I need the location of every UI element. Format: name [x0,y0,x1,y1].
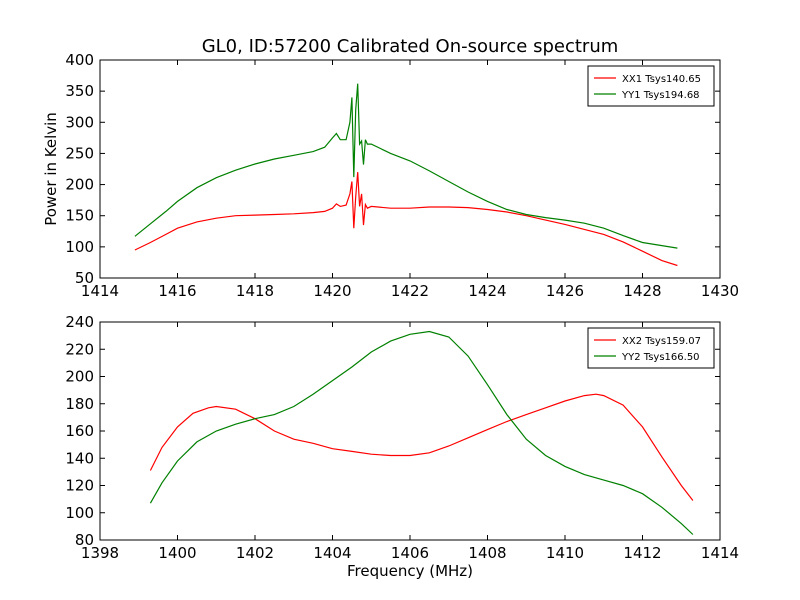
y-tick-label: 200 [65,368,94,386]
x-tick-label: 1424 [468,282,506,300]
figure-title: GL0, ID:57200 Calibrated On-source spect… [202,36,619,57]
y-tick-label: 100 [65,238,94,256]
x-tick-label: 1414 [81,282,119,300]
y-tick-label: 220 [65,340,94,358]
x-tick-label: 1422 [391,282,429,300]
legend-label: XX2 Tsys159.07 [622,336,701,347]
y-axis-title: Power in Kelvin [42,112,60,226]
x-tick-label: 1414 [701,544,739,562]
x-tick-label: 1418 [236,282,274,300]
y-tick-label: 160 [65,422,94,440]
y-tick-label: 350 [65,82,94,100]
y-tick-label: 200 [65,176,94,194]
y-tick-label: 100 [65,504,94,522]
y-tick-label: 250 [65,144,94,162]
x-tick-label: 1430 [701,282,739,300]
y-tick-label: 120 [65,477,94,495]
x-tick-label: 1398 [81,544,119,562]
x-tick-label: 1404 [313,544,351,562]
series-line-1 [149,393,694,501]
series-line-1 [134,172,678,267]
series-line-2 [134,83,678,249]
bottom-spectrum-panel: 1398 1400 1402 1404 1406 1408 1410 1412 1414 80 10… [65,313,739,580]
x-axis-title: Frequency (MHz) [347,562,473,580]
x-tick-label: 1428 [623,282,661,300]
top-spectrum-panel: 1414 1416 1418 1420 1422 1424 1426 1428 1430 50 10… [42,51,739,300]
x-tick-label: 1400 [158,544,196,562]
y-tick-label: 240 [65,313,94,331]
y-tick-label: 180 [65,395,94,413]
legend-label: XX1 Tsys140.65 [622,74,701,85]
x-tick-label: 1420 [313,282,351,300]
y-tick-label: 50 [75,269,94,287]
series-line-2 [149,330,694,535]
y-tick-label: 400 [65,51,94,69]
x-tick-label: 1410 [546,544,584,562]
legend-box [587,65,715,107]
x-tick-label: 1402 [236,544,274,562]
x-tick-label: 1408 [468,544,506,562]
x-tick-label: 1416 [158,282,196,300]
x-tick-label: 1426 [546,282,584,300]
legend-box [587,327,715,369]
legend-label: YY2 Tsys166.50 [621,352,700,363]
y-tick-label: 80 [75,531,94,549]
y-tick-label: 140 [65,449,94,467]
x-tick-label: 1412 [623,544,661,562]
y-tick-label: 300 [65,113,94,131]
x-tick-label: 1406 [391,544,429,562]
y-tick-label: 150 [65,207,94,225]
legend-label: YY1 Tsys194.68 [621,90,700,101]
